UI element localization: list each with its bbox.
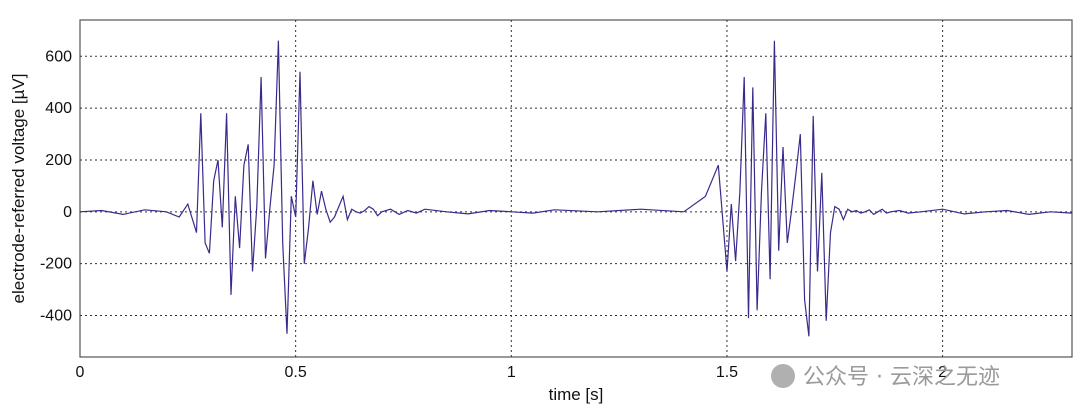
y-tick-label: 0: [63, 204, 72, 221]
y-axis-label: electrode-referred voltage [µV]: [9, 74, 28, 304]
x-tick-label: 1.5: [716, 364, 738, 381]
grid-lines: [80, 20, 1072, 357]
plot-frame: [79, 19, 1073, 358]
y-tick-label: -400: [40, 308, 72, 325]
y-tick-label: 200: [45, 152, 72, 169]
watermark-text: 公众号 · 云深之无迹: [803, 365, 1000, 390]
x-tick-label: 1: [507, 364, 516, 381]
x-tick-label: 0.5: [285, 364, 307, 381]
x-tick-label: 2: [938, 364, 947, 381]
signal-trace: [79, 40, 1073, 337]
x-tick-label: 0: [76, 364, 85, 381]
y-tick-label: 600: [45, 48, 72, 65]
y-tick-label: -200: [40, 256, 72, 273]
x-axis-label: time [s]: [549, 385, 604, 404]
y-tick-label: 400: [45, 100, 72, 117]
watermark: 公众号 · 云深之无迹: [771, 364, 1000, 390]
tick-labels: -400 -200 0 200 400 600 0 0.5 1 1.5 2: [40, 48, 947, 381]
